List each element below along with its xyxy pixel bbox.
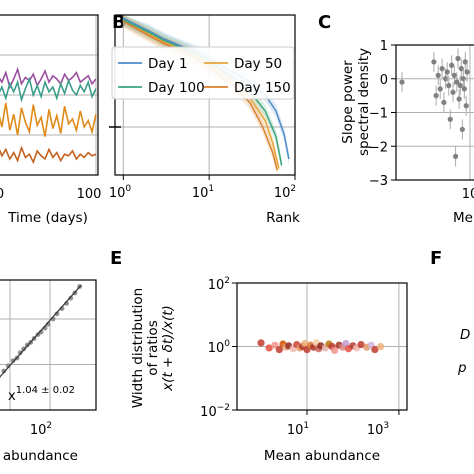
panel-f-label: F [430, 248, 442, 269]
panel-c-point-5 [439, 66, 445, 72]
panel-e-ylabel-1: Width distribution [130, 288, 146, 408]
panel-c-ytick-2: −1 [369, 107, 388, 122]
panel-c-point-16 [455, 55, 461, 62]
panel-b-xtick-10: 101 [192, 184, 214, 201]
panel-a-series-2 [0, 102, 97, 137]
panel-e-point-31 [371, 345, 379, 354]
panel-e-point-24 [342, 339, 350, 348]
panel-e-ylabel-2: of ratios [145, 320, 161, 375]
panel-c-point-19 [458, 66, 464, 72]
panel-c-point-25 [464, 69, 470, 75]
panel-f-text-d: D [460, 327, 470, 343]
panel-d-point-8 [17, 350, 23, 356]
panel-c-ylabel-1: Slope power [340, 60, 356, 144]
panel-c-xtick: 10 [462, 187, 474, 202]
panel-a: 0 100 Time (days) [0, 14, 102, 226]
panel-b-xlabel: Rank [266, 210, 300, 226]
panel-c-point-17 [456, 96, 462, 102]
panel-c-point-12 [450, 89, 456, 95]
panel-c-ytick-4: −3 [369, 174, 388, 189]
panel-c-point-20 [459, 126, 465, 132]
panel-c-point-6 [441, 99, 447, 105]
panel-c-point-3 [435, 72, 441, 78]
panel-c-ylabel-2: spectral density [356, 48, 372, 156]
panel-c-point-15 [454, 79, 460, 85]
panel-c-point-0 [399, 79, 405, 85]
panel-c-label: C [318, 12, 331, 33]
panel-b-legend-label-1: Day 50 [234, 56, 282, 72]
panel-c-ytick-1: 0 [380, 73, 388, 88]
panel-d-fit-line [0, 284, 82, 378]
panel-c-frame [395, 44, 474, 181]
panel-c-point-1 [431, 59, 437, 65]
panel-e-ylabel-3: x(t + δt)/x(t) [160, 305, 176, 392]
panel-c-xlabel: Me [453, 210, 473, 226]
panel-a-series-1 [0, 76, 97, 103]
panel-d-point-6 [10, 358, 16, 363]
panel-b-xtick-100: 102 [274, 184, 296, 201]
panel-b-legend: Day 1 Day 50 Day 100 Day 150 [111, 46, 295, 100]
panel-c-point-21 [460, 76, 466, 82]
panel-a-series-3 [0, 145, 97, 165]
panel-c-point-22 [461, 86, 467, 92]
panel-e-ytick-top: 102 [208, 276, 230, 293]
panel-c-ytick-0: 1 [380, 39, 388, 54]
panel-c-point-23 [462, 59, 468, 65]
panel-e-ytick-mid: 100 [208, 339, 231, 356]
panel-b-xtick-1: 100 [109, 184, 132, 201]
panel-a-series-0 [0, 66, 97, 90]
panel-b-legend-label-2: Day 100 [148, 80, 205, 96]
panel-e-point-1 [265, 344, 273, 352]
panel-d-xtick: 102 [30, 421, 52, 438]
panel-d-point-21 [68, 295, 74, 301]
panel-c: C Slope power spectral density 10−1−2−3 … [318, 12, 474, 226]
panel-c-point-8 [444, 69, 450, 75]
panel-e-point-3 [275, 345, 283, 354]
panel-e: E Width distribution of ratios x(t + δt)… [110, 248, 408, 464]
panel-c-point-4 [437, 86, 443, 92]
panel-e-point-11 [301, 339, 309, 348]
panel-d-frame [0, 279, 97, 411]
panel-a-xtick-0: 0 [0, 187, 4, 202]
panel-d-point-9 [21, 346, 27, 352]
panel-e-ytick-bottom: 10−2 [200, 403, 230, 420]
panel-b-legend-box [111, 46, 295, 100]
panel-d-point-18 [54, 311, 60, 317]
panel-e-xtick-10: 101 [287, 421, 309, 438]
panel-c-point-24 [463, 103, 469, 109]
panel-e-point-0 [257, 339, 265, 347]
panel-f: F D p [430, 248, 470, 376]
panel-c-point-13 [451, 72, 457, 78]
panel-a-frame [0, 14, 99, 176]
panel-e-xtick-1000: 103 [367, 421, 389, 438]
panel-a-xlabel: Time (days) [7, 210, 88, 226]
panel-e-point-21 [331, 346, 339, 355]
panel-e-xlabel: Mean abundance [264, 448, 380, 464]
panel-c-point-9 [446, 82, 452, 89]
panel-c-point-11 [449, 62, 455, 68]
panel-c-point-18 [457, 82, 463, 89]
panel-c-point-2 [433, 93, 439, 99]
panel-c-point-14 [452, 153, 459, 159]
panel-d-xlabel: n abundance [0, 448, 78, 464]
panel-b-legend-label-3: Day 150 [234, 80, 291, 96]
panel-e-label: E [110, 248, 122, 269]
panel-e-point-32 [377, 342, 385, 351]
panel-b-legend-label-0: Day 1 [148, 56, 188, 72]
panel-f-text-p: p [457, 360, 467, 376]
panel-a-xtick-100: 100 [77, 187, 102, 202]
panel-e-point-28 [357, 340, 365, 349]
panel-c-point-10 [447, 116, 453, 122]
panel-d: x1.04 ± 0.02 102 n abundance [0, 279, 97, 464]
panel-d-annotation: x1.04 ± 0.02 [8, 385, 75, 404]
panel-e-point-2 [271, 341, 279, 349]
panel-e-frame [236, 282, 408, 411]
panel-c-ytick-3: −2 [369, 140, 388, 155]
panel-d-point-4 [1, 368, 7, 374]
